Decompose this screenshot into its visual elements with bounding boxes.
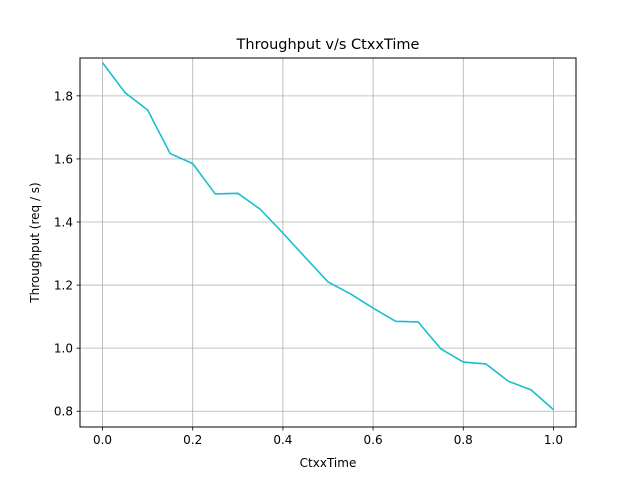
x-tick-label: 0.0 [93,433,112,447]
grid-lines [80,58,576,427]
x-ticks: 0.0 0.2 0.4 0.6 0.8 1.0 [93,427,563,447]
series-layer [101,62,554,411]
y-tick-label: 1.2 [54,279,73,293]
y-axis-label: Throughput (req / s) [28,182,42,303]
y-tick-label: 1.8 [54,89,73,103]
y-ticks: 0.8 1.0 1.2 1.4 1.6 1.8 [54,89,80,419]
x-axis-label: CtxxTime [300,456,357,470]
y-tick-label: 0.8 [54,405,73,419]
x-tick-label: 0.6 [364,433,383,447]
x-tick-label: 0.2 [183,433,202,447]
plot-frame [79,57,577,428]
y-tick-label: 1.0 [54,342,73,356]
x-tick-label: 0.8 [454,433,473,447]
chart-title: Throughput v/s CtxxTime [236,37,420,53]
x-tick-label: 1.0 [544,433,563,447]
y-tick-label: 1.6 [54,152,73,166]
series-line-throughput [101,62,554,411]
x-tick-label: 0.4 [273,433,292,447]
y-tick-label: 1.4 [54,216,73,230]
